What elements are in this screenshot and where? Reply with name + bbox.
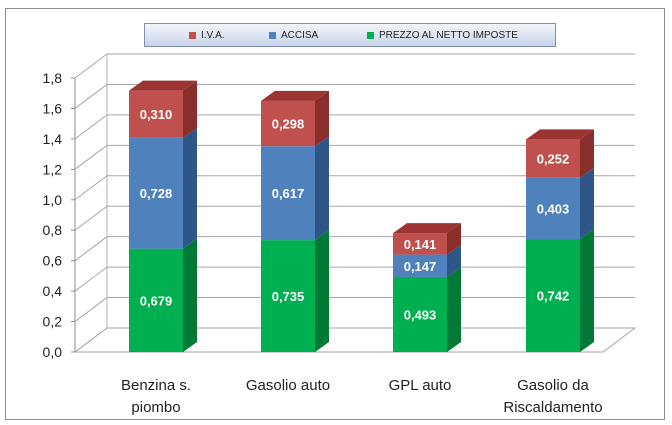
gridline-depth — [74, 266, 108, 292]
gridline-depth — [74, 53, 108, 79]
gridline-depth — [74, 114, 108, 140]
y-tick-label: 1,2 — [43, 161, 63, 177]
bar-side — [315, 230, 329, 352]
x-category-label: piombo — [131, 399, 180, 416]
legend-item: I.V.A. — [189, 30, 225, 41]
bar-segment-prezzo-al-netto-imposte: 0,735 — [261, 230, 329, 352]
legend-label: PREZZO AL NETTO IMPOSTE — [379, 29, 518, 41]
y-tick-label: 1,8 — [43, 70, 63, 86]
bar-front — [393, 233, 447, 255]
bar-side — [580, 229, 594, 352]
bar-front — [129, 248, 183, 352]
legend-swatch — [269, 31, 276, 39]
bar-segment-accisa: 0,403 — [526, 167, 594, 240]
data-label: 0,403 — [537, 201, 570, 216]
bar-segment-accisa: 0,147 — [393, 244, 461, 277]
x-category-label: Riscaldamento — [503, 399, 602, 416]
data-label: 0,735 — [272, 289, 305, 304]
gridline-depth — [74, 236, 108, 262]
bar-side — [580, 167, 594, 240]
data-label: 0,147 — [404, 259, 437, 274]
bar-front — [526, 139, 580, 178]
data-label: 0,728 — [140, 186, 173, 201]
bar-front — [129, 137, 183, 249]
bar-front — [393, 276, 447, 352]
y-tick-label: 0,2 — [43, 314, 63, 330]
bar-segment-prezzo-al-netto-imposte: 0,679 — [129, 238, 197, 352]
data-label: 0,617 — [272, 186, 305, 201]
bar-side — [447, 266, 461, 352]
bar-segment-prezzo-al-netto-imposte: 0,493 — [393, 266, 461, 352]
legend-item: PREZZO AL NETTO IMPOSTE — [367, 30, 518, 41]
bar-side — [183, 238, 197, 352]
x-category-label: Gasolio da — [517, 377, 589, 394]
y-tick-label: 0,0 — [43, 344, 63, 360]
gridline-depth — [74, 144, 108, 170]
y-tick-label: 0,8 — [43, 222, 63, 238]
bar-segment-i-v-a: 0,252 — [526, 129, 594, 178]
legend-swatch — [367, 31, 374, 39]
bar-segment-accisa: 0,728 — [129, 127, 197, 249]
bar-front — [393, 254, 447, 277]
gridline-depth — [74, 327, 108, 353]
bar-front — [129, 90, 183, 138]
bar-side — [447, 223, 461, 255]
bar-top — [129, 80, 197, 91]
gridline-depth — [74, 205, 108, 231]
data-label: 0,252 — [537, 152, 570, 167]
x-category-label: GPL auto — [389, 377, 452, 394]
gridline-depth — [74, 84, 108, 109]
bar-top — [393, 223, 461, 234]
data-label: 0,742 — [537, 289, 570, 304]
gridline-depth — [74, 297, 108, 322]
legend-item: ACCISA — [269, 30, 318, 41]
x-category-label: Gasolio auto — [246, 377, 330, 394]
y-tick-label: 0,6 — [43, 253, 63, 269]
bar-front — [526, 239, 580, 352]
legend-swatch — [189, 31, 196, 39]
bar-side — [315, 90, 329, 147]
data-label: 0,310 — [140, 107, 173, 122]
bar-side — [580, 129, 594, 178]
data-label: 0,298 — [272, 117, 305, 132]
x-category-label: Benzina s. — [121, 377, 191, 394]
bar-side — [315, 136, 329, 241]
data-label: 0,493 — [404, 307, 437, 322]
bar-top — [261, 90, 329, 101]
bar-segment-accisa: 0,617 — [261, 136, 329, 241]
legend-label: ACCISA — [281, 29, 319, 41]
bar-front — [526, 177, 580, 240]
bar-front — [261, 100, 315, 147]
legend: I.V.A. ACCISA PREZZO AL NETTO IMPOSTE — [144, 23, 556, 47]
y-tick-label: 0,4 — [43, 283, 63, 299]
bar-segment-i-v-a: 0,298 — [261, 90, 329, 147]
bar-side — [447, 244, 461, 277]
y-tick-label: 1,0 — [43, 192, 63, 208]
legend-label: I.V.A. — [201, 29, 225, 41]
bar-side — [183, 127, 197, 249]
bar-side — [183, 80, 197, 138]
y-tick-label: 1,6 — [43, 100, 63, 116]
bar-front — [261, 146, 315, 241]
data-label: 0,141 — [404, 237, 437, 252]
data-label: 0,679 — [140, 293, 173, 308]
gridline-depth — [74, 175, 108, 201]
bar-segment-i-v-a: 0,141 — [393, 223, 461, 255]
bar-front — [261, 240, 315, 352]
y-tick-label: 1,4 — [43, 131, 63, 147]
bar-segment-prezzo-al-netto-imposte: 0,742 — [526, 229, 594, 352]
bar-segment-i-v-a: 0,310 — [129, 80, 197, 138]
bar-top — [526, 129, 594, 140]
